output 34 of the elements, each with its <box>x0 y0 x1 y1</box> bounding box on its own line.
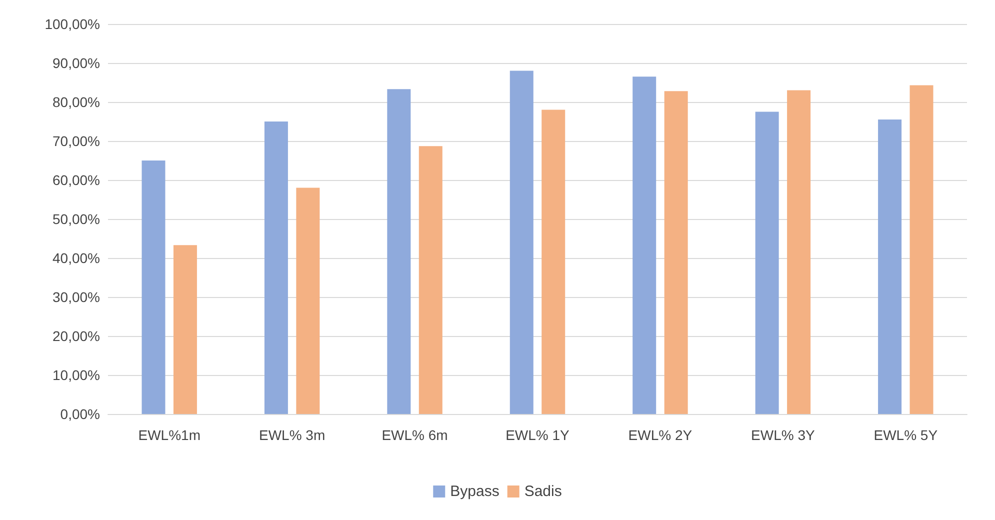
bar <box>418 146 442 414</box>
bar <box>878 120 902 414</box>
y-tick-label: 0,00% <box>60 406 100 422</box>
y-tick-label: 90,00% <box>52 55 100 71</box>
bar <box>664 91 688 414</box>
x-tick-label: EWL%1m <box>138 427 200 443</box>
bar <box>296 188 320 414</box>
x-tick-label: EWL% 2Y <box>628 427 693 443</box>
bar <box>173 245 197 414</box>
bar <box>755 112 779 414</box>
x-tick-label: EWL% 1Y <box>506 427 570 443</box>
bar <box>387 89 411 414</box>
y-tick-label: 10,00% <box>52 367 100 383</box>
y-tick-label: 80,00% <box>52 94 100 110</box>
bar <box>787 90 811 414</box>
legend-label: Bypass <box>450 483 500 500</box>
y-tick-label: 30,00% <box>52 289 100 305</box>
x-tick-label: EWL% 6m <box>382 427 448 443</box>
y-tick-label: 100,00% <box>44 16 100 32</box>
y-tick-label: 40,00% <box>52 250 100 266</box>
y-tick-label: 70,00% <box>52 133 100 149</box>
legend-label: Sadis <box>524 483 562 500</box>
bar <box>910 85 934 414</box>
bar <box>142 160 166 414</box>
y-tick-label: 50,00% <box>52 211 100 227</box>
x-tick-label: EWL% 3m <box>259 427 326 443</box>
x-tick-label: EWL% 3Y <box>751 427 816 443</box>
y-tick-label: 60,00% <box>52 172 100 188</box>
bar <box>264 122 288 414</box>
bar <box>632 76 656 414</box>
bar <box>542 110 566 414</box>
x-tick-label: EWL% 5Y <box>874 427 938 443</box>
y-tick-label: 20,00% <box>52 328 100 344</box>
bar <box>510 70 534 414</box>
